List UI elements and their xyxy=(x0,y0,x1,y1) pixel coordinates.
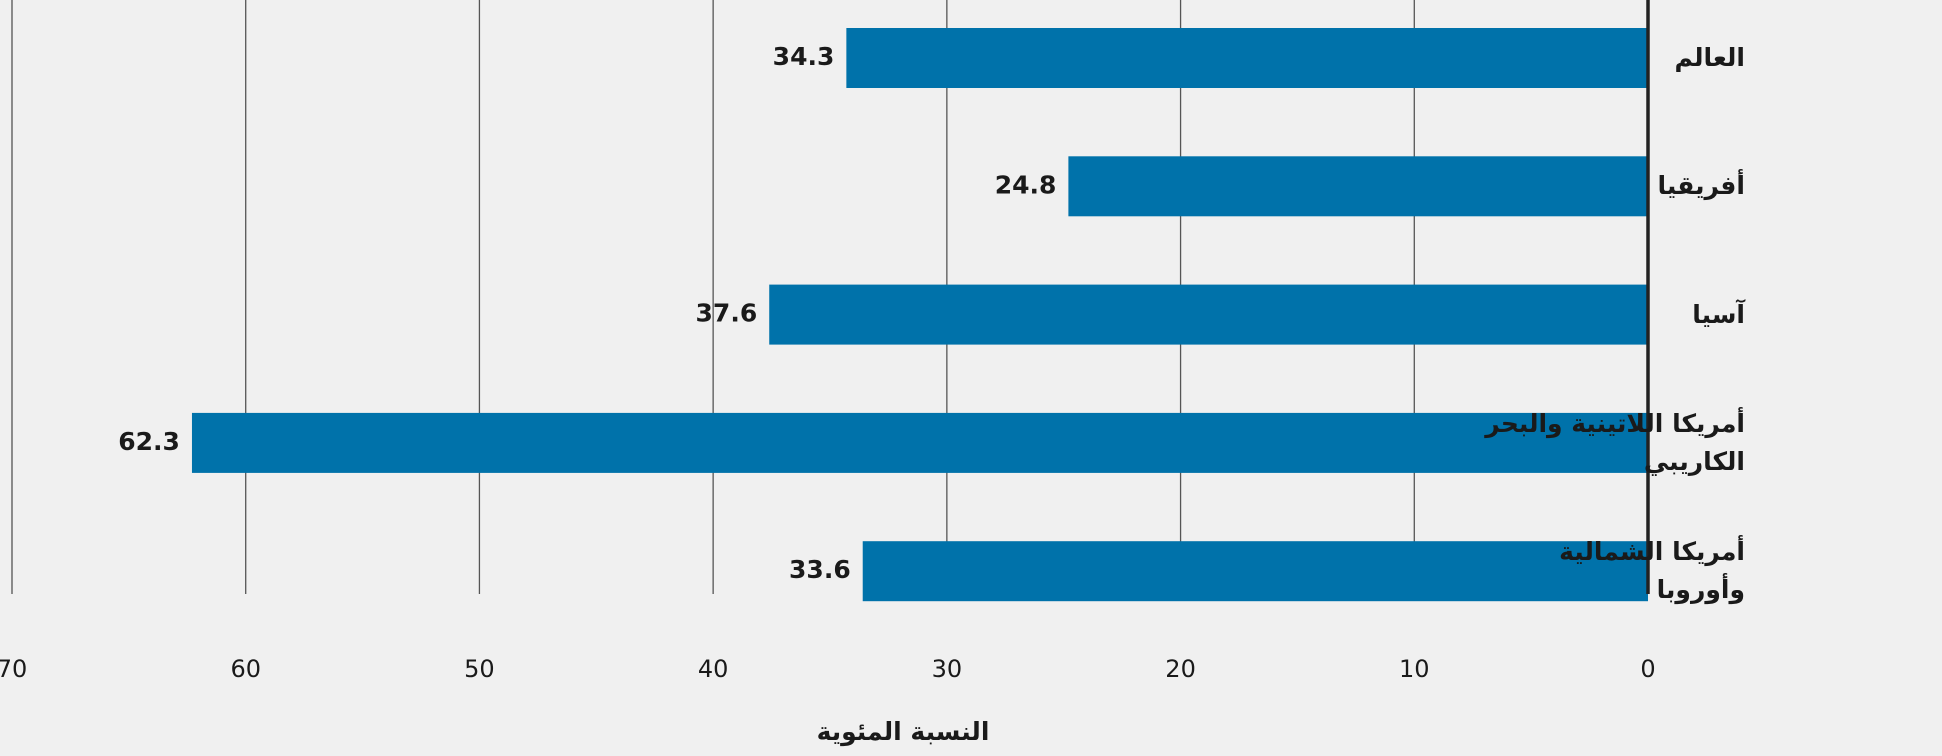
category-label: آسيا xyxy=(1692,299,1745,329)
x-tick-label: 40 xyxy=(698,655,729,683)
x-tick-label: 20 xyxy=(1165,655,1196,683)
bar xyxy=(769,284,1648,345)
x-tick-label: 30 xyxy=(932,655,963,683)
x-axis-title: النسبة المئوية xyxy=(817,717,990,747)
category-label: أمريكا اللاتينية والبحر الكاريبي xyxy=(1485,408,1745,476)
bar xyxy=(846,28,1648,88)
bar xyxy=(191,412,1649,473)
category-label: أمريكا الشمالية وأوروبا xyxy=(1559,537,1745,605)
value-label: 37.6 xyxy=(696,299,758,328)
category-label: العالم xyxy=(1674,43,1745,72)
value-label: 24.8 xyxy=(995,170,1057,199)
x-tick-label: 70 xyxy=(0,655,27,683)
category-label: أفريقيا xyxy=(1657,171,1745,201)
bar xyxy=(1068,156,1648,217)
x-tick-label: 60 xyxy=(230,655,261,683)
bar xyxy=(862,541,1648,602)
value-label: 33.6 xyxy=(789,555,851,584)
x-tick-label: 50 xyxy=(464,655,495,683)
value-label: 62.3 xyxy=(118,427,180,456)
x-tick-label: 0 xyxy=(1640,655,1655,683)
x-tick-label: 10 xyxy=(1399,655,1430,683)
value-label: 34.3 xyxy=(773,42,835,71)
